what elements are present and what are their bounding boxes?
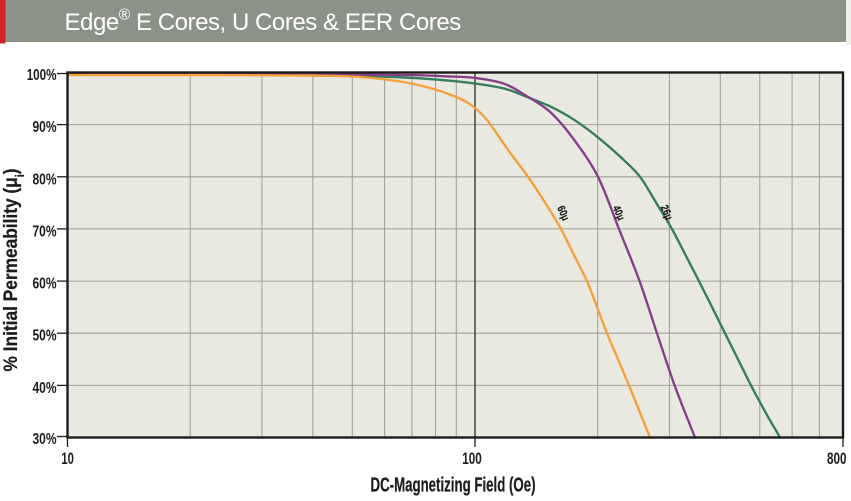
svg-text:10: 10 [61,449,74,468]
svg-text:60%: 60% [33,276,57,293]
svg-text:80%: 80% [33,171,57,188]
svg-text:100: 100 [462,449,482,468]
svg-text:50%: 50% [33,328,57,345]
svg-text:70%: 70% [33,223,57,240]
svg-text:30%: 30% [33,431,57,448]
svg-text:DC-Magnetizing Field (Oe): DC-Magnetizing Field (Oe) [371,475,536,497]
svg-text:40μ: 40μ [610,204,627,223]
svg-text:60μ: 60μ [554,204,571,223]
svg-text:100%: 100% [27,67,57,84]
svg-text:40%: 40% [33,380,57,397]
svg-text:90%: 90% [33,119,57,136]
svg-text:26μ: 26μ [658,203,675,222]
svg-text:% Initial Permeability (μi): % Initial Permeability (μi) [1,169,27,372]
svg-text:Edge® E Cores, U Cores & EER C: Edge® E Cores, U Cores & EER Cores [65,7,462,37]
svg-text:800: 800 [827,449,847,468]
